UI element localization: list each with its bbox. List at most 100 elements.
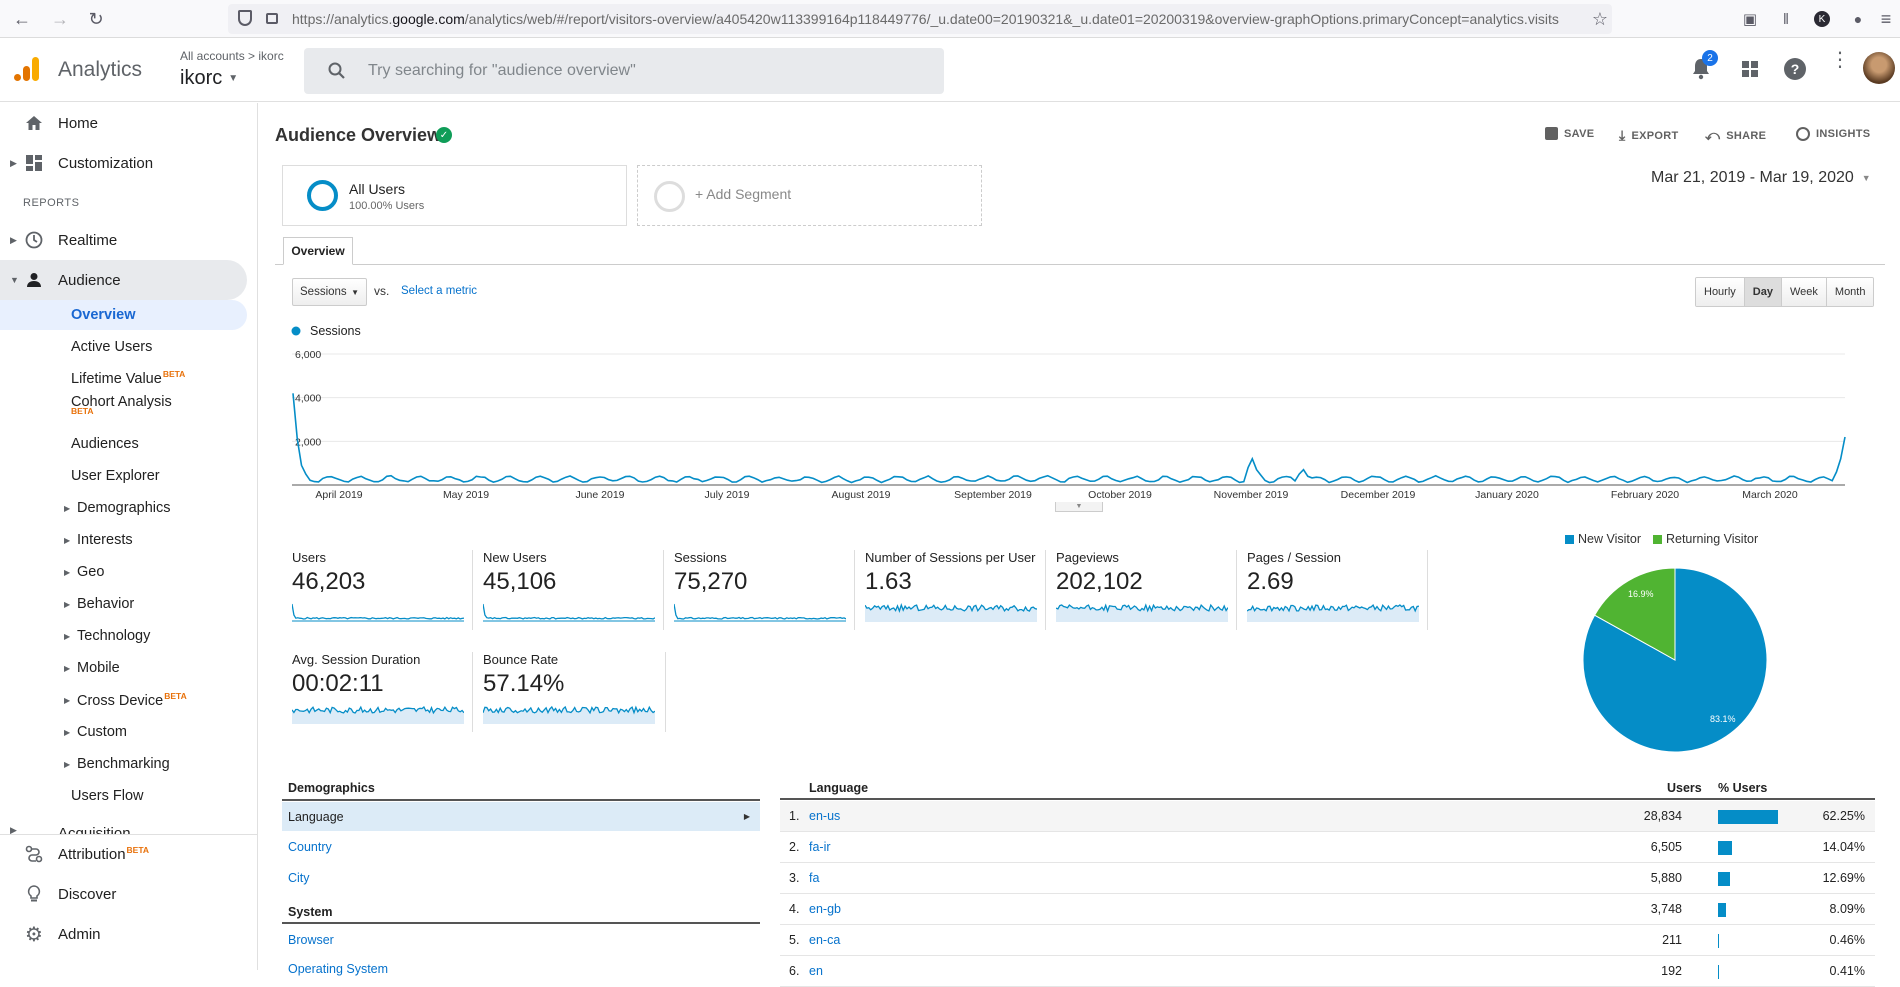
system-item-os[interactable]: Operating System	[288, 962, 389, 976]
kpi-pages-session[interactable]: Pages / Session 2.69	[1247, 550, 1427, 640]
kpi-pageviews[interactable]: Pageviews 202,102	[1056, 550, 1236, 640]
demographics-item-language[interactable]: Language ▶	[282, 802, 760, 831]
beta-badge: BETA	[71, 406, 94, 416]
notifications-button[interactable]: 2	[1690, 50, 1718, 80]
help-icon[interactable]: ?	[1784, 58, 1806, 80]
granularity-month[interactable]: Month	[1825, 278, 1874, 306]
menu-icon[interactable]: ≡	[1880, 8, 1892, 29]
sidebar-item-customization[interactable]: ▶ Customization	[0, 143, 247, 183]
share-button[interactable]: ⤺ SHARE	[1705, 127, 1766, 144]
avatar[interactable]	[1863, 52, 1895, 84]
granularity-week[interactable]: Week	[1780, 278, 1826, 306]
sidebar-sub-user-explorer[interactable]: User Explorer	[0, 461, 247, 491]
sidebar-sub-users-flow[interactable]: Users Flow	[0, 781, 247, 811]
tab-overview[interactable]: Overview	[283, 237, 353, 265]
save-button[interactable]: SAVE	[1545, 127, 1594, 140]
row-language-link[interactable]: en	[809, 964, 823, 978]
extensions-icon[interactable]: ●	[1853, 11, 1863, 27]
breadcrumb[interactable]: All accounts > ikorc	[180, 49, 284, 63]
sidebar-item-admin[interactable]: ⚙ Admin	[0, 914, 247, 954]
legend-label: New Visitor	[1578, 532, 1641, 546]
kpi-sparkline	[865, 602, 1037, 622]
date-range-label: Mar 21, 2019 - Mar 19, 2020	[1651, 169, 1854, 186]
button-label: SAVE	[1564, 127, 1595, 140]
sidebar-sub-cohort-analysis[interactable]: Cohort Analysis BETA	[0, 391, 247, 427]
kpi-divider	[665, 652, 666, 732]
sidebar-item-realtime[interactable]: ▶ Realtime	[0, 220, 247, 260]
sidebar-sub-benchmarking[interactable]: ▶ Benchmarking	[0, 749, 247, 779]
sidebar-item-audience[interactable]: ▼ Audience	[0, 260, 247, 300]
row-language-link[interactable]: en-us	[809, 809, 841, 823]
pie-slice-new-visitor[interactable]	[1582, 567, 1768, 753]
row-language-link[interactable]: en-gb	[809, 902, 841, 916]
legend-swatch	[1565, 535, 1574, 545]
add-segment-button[interactable]: + Add Segment	[637, 165, 982, 226]
sidebar-sub-demographics[interactable]: ▶ Demographics	[0, 493, 247, 523]
sidebar-sub-cross-device[interactable]: ▶ Cross DeviceBETA	[0, 685, 247, 715]
row-users: 5,880	[1650, 871, 1682, 885]
granularity-day[interactable]: Day	[1743, 278, 1781, 306]
kpi-new-users[interactable]: New Users 45,106	[483, 550, 663, 640]
kpi-users[interactable]: Users 46,203	[292, 550, 472, 640]
sidebar-item-acquisition[interactable]: ▶ Acquisition	[0, 811, 247, 835]
kpi-value: 00:02:11	[292, 670, 384, 697]
sidebar-item-discover[interactable]: Discover	[0, 874, 247, 914]
table-row: 5. en-ca 211 0.46%	[780, 925, 1875, 956]
search-box[interactable]: Try searching for "audience overview"	[304, 48, 944, 94]
date-range-picker[interactable]: Mar 21, 2019 - Mar 19, 2020 ▼	[1651, 169, 1871, 187]
kpi-number-of-sessions-per-user[interactable]: Number of Sessions per User 1.63	[865, 550, 1045, 640]
demographics-item-country[interactable]: Country	[288, 840, 332, 854]
kpi-avg-session-duration[interactable]: Avg. Session Duration 00:02:11	[292, 652, 472, 742]
sidebar-sub-custom[interactable]: ▶ Custom	[0, 717, 247, 747]
legend-returning-visitor: Returning Visitor	[1652, 532, 1758, 546]
system-item-browser[interactable]: Browser	[288, 933, 334, 947]
caret-right-icon: ▶	[10, 234, 17, 245]
row-language-link[interactable]: fa	[809, 871, 820, 885]
pocket-icon[interactable]: ▣	[1742, 11, 1758, 28]
sidebar-sub-technology[interactable]: ▶ Technology	[0, 621, 247, 651]
account-selector[interactable]: ikorc ▼	[180, 67, 238, 90]
profile-k-icon[interactable]: K	[1814, 11, 1830, 27]
beta-badge: BETA	[162, 369, 186, 380]
sidebar-sub-behavior[interactable]: ▶ Behavior	[0, 589, 247, 619]
chart-collapse-handle[interactable]: ▼	[1055, 502, 1103, 512]
metric-select[interactable]: Sessions ▼	[292, 278, 367, 306]
granularity-hourly[interactable]: Hourly	[1696, 278, 1744, 306]
kpi-sessions[interactable]: Sessions 75,270	[674, 550, 854, 640]
sidebar-item-attribution[interactable]: AttributionBETA	[0, 834, 247, 874]
bookmark-star-icon[interactable]: ☆	[1591, 8, 1609, 29]
row-language-link[interactable]: fa-ir	[809, 840, 831, 854]
sidebar-label: Customization	[58, 154, 154, 172]
segment-all-users[interactable]: All Users 100.00% Users	[282, 165, 627, 226]
sidebar-sub-overview[interactable]: Overview	[0, 300, 247, 330]
chevron-down-icon: ▼	[228, 73, 239, 84]
kpi-value: 57.14%	[483, 670, 565, 697]
row-language-link[interactable]: en-ca	[809, 933, 841, 947]
library-icon[interactable]: ‖	[1782, 10, 1790, 28]
back-icon[interactable]: ←	[13, 8, 31, 29]
sidebar-sub-interests[interactable]: ▶ Interests	[0, 525, 247, 555]
sidebar-sub-geo[interactable]: ▶ Geo	[0, 557, 247, 587]
sidebar-sub-audiences[interactable]: Audiences	[0, 429, 247, 459]
export-button[interactable]: ⤓ EXPORT	[1619, 127, 1679, 144]
apps-grid-icon[interactable]	[1741, 60, 1759, 78]
select-metric-link[interactable]: Select a metric	[401, 285, 478, 297]
forward-icon[interactable]: →	[51, 8, 69, 29]
insights-button[interactable]: INSIGHTS	[1796, 127, 1870, 141]
demographics-item-city[interactable]: City	[288, 871, 310, 885]
segment-ring-icon	[307, 180, 338, 211]
pie-slice-returning-visitor[interactable]	[1593, 567, 1676, 661]
sidebar-sub-active-users[interactable]: Active Users	[0, 332, 247, 362]
lock-icon	[266, 13, 278, 24]
sidebar-sub-lifetime-value[interactable]: Lifetime ValueBETA	[0, 363, 247, 393]
sidebar-label: Home	[58, 114, 99, 132]
person-icon	[24, 270, 44, 290]
url-bar[interactable]: https://analytics. google.com/analytics/w…	[228, 4, 1612, 34]
sidebar-item-home[interactable]: Home	[0, 103, 247, 143]
kpi-bounce-rate[interactable]: Bounce Rate 57.14%	[483, 652, 663, 742]
more-vert-icon[interactable]: ⋮	[1830, 49, 1850, 71]
sidebar-label: User Explorer	[71, 468, 160, 484]
reload-icon[interactable]: ↻	[88, 8, 104, 29]
sidebar-sub-mobile[interactable]: ▶ Mobile	[0, 653, 247, 683]
y-tick-label: 2,000	[295, 436, 321, 448]
